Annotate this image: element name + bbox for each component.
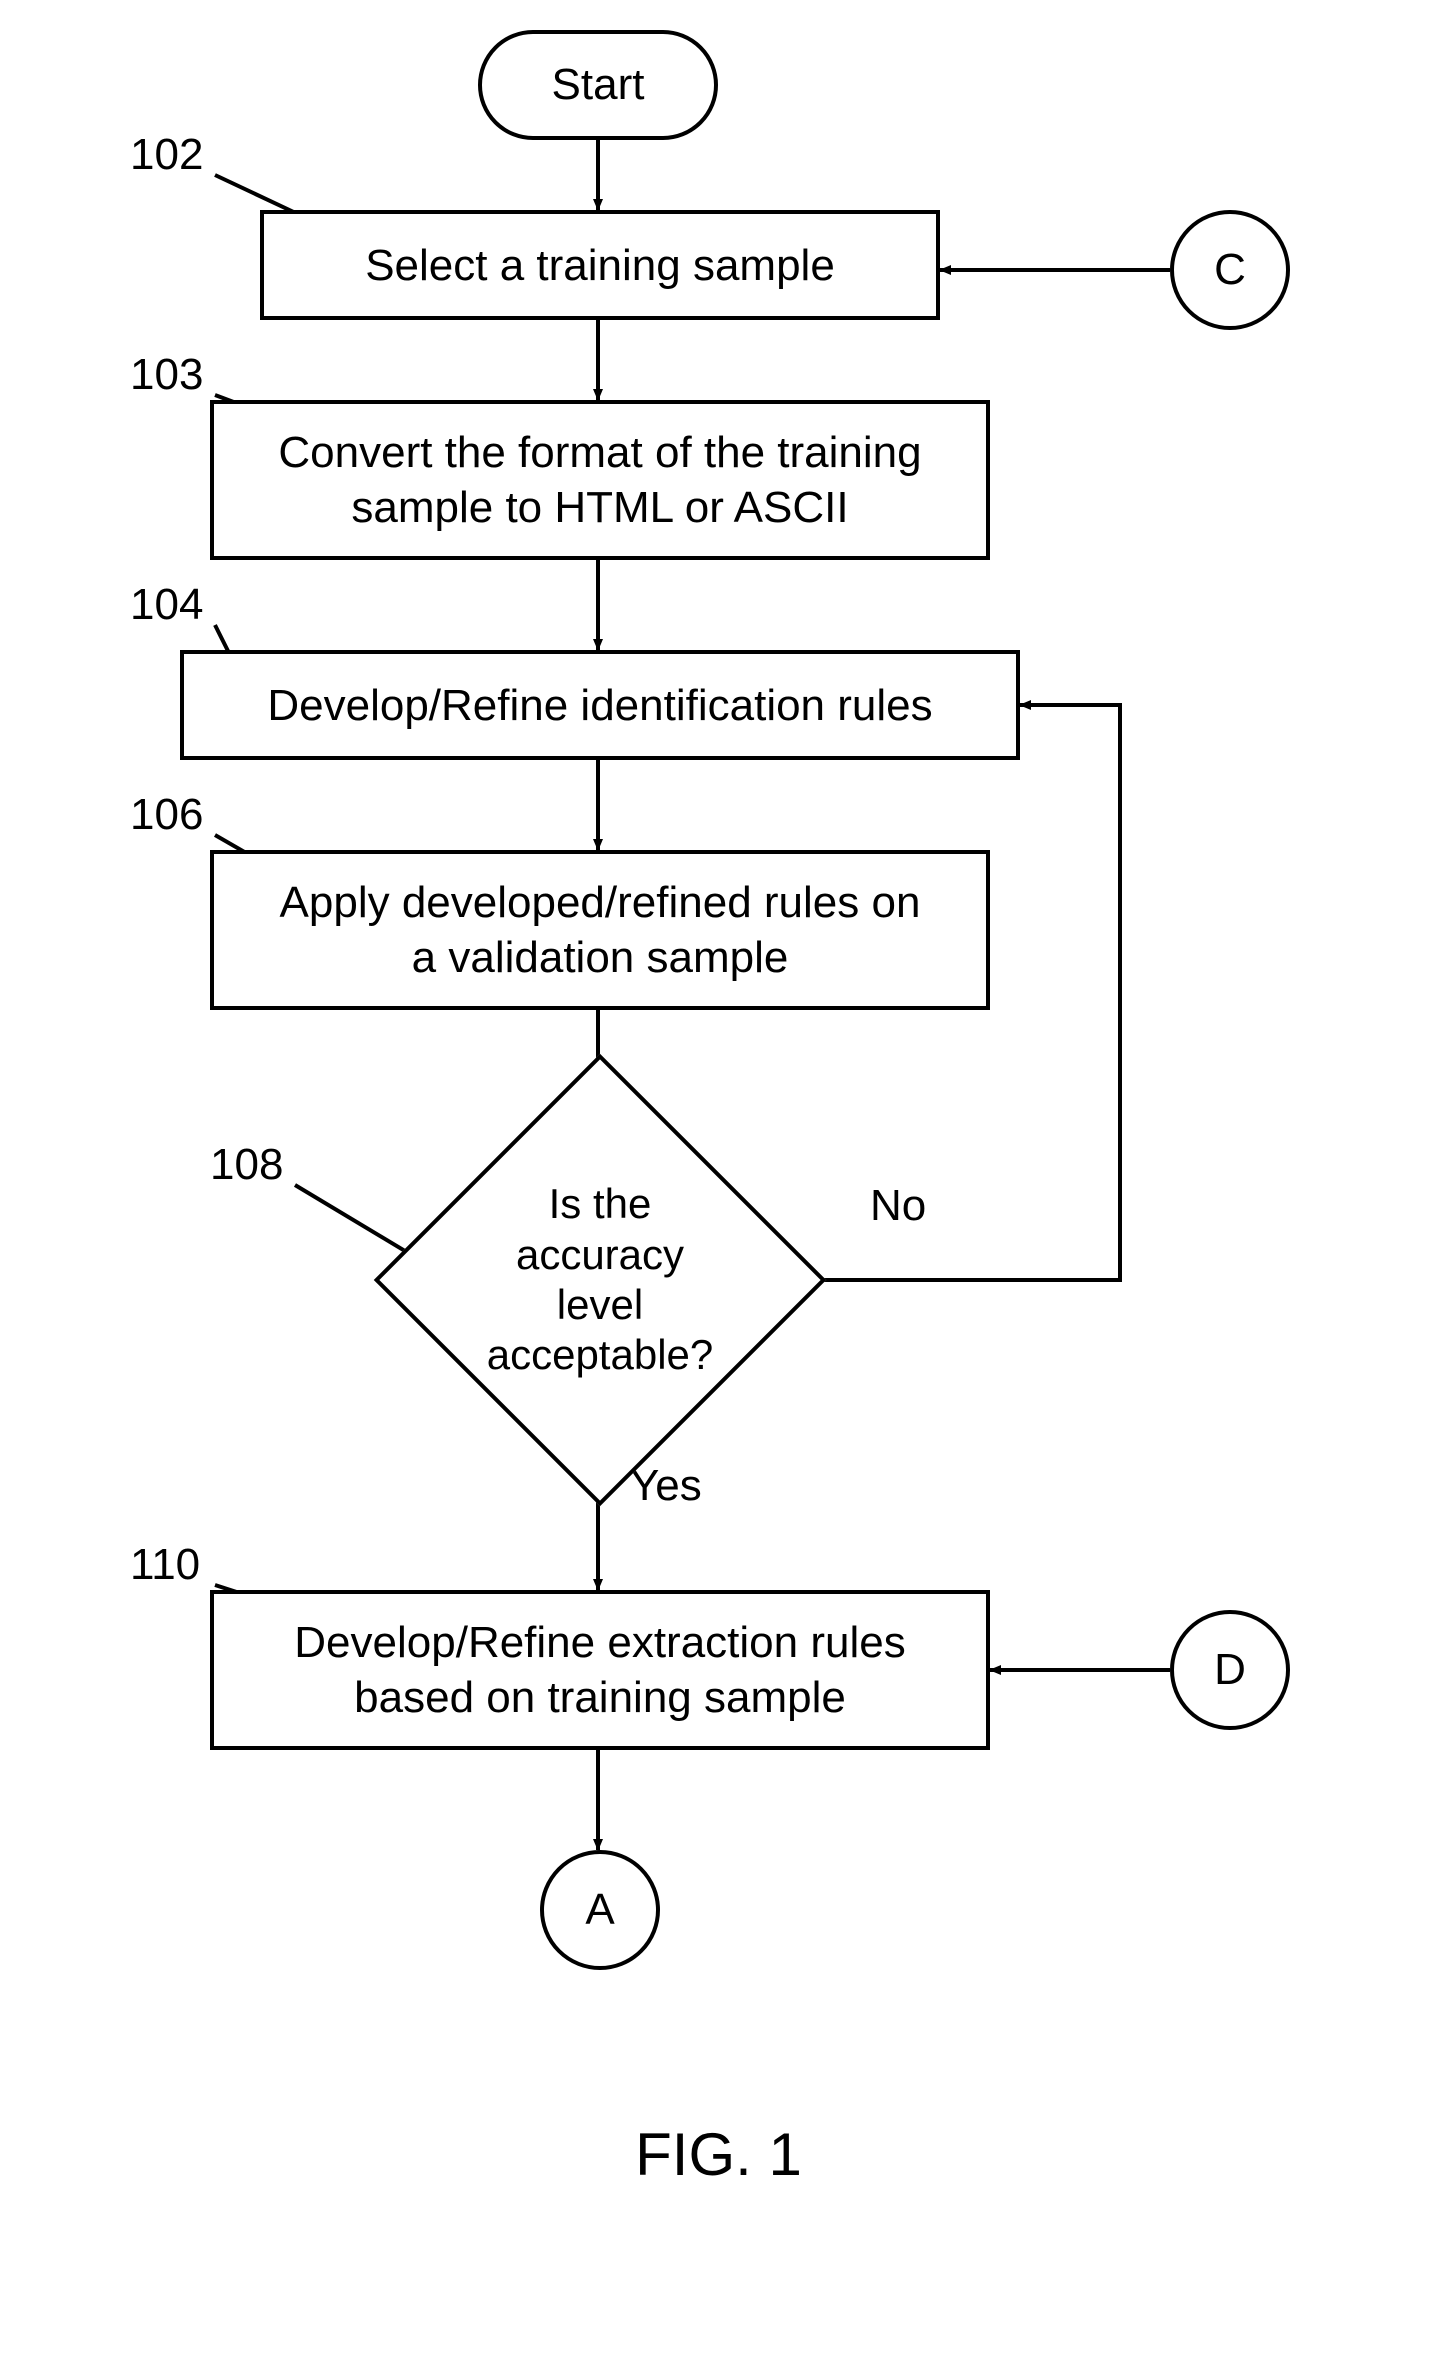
svg-text:Yes: Yes (630, 1461, 702, 1510)
process-102-label: Select a training sample (365, 238, 835, 293)
process-110-label: Develop/Refine extraction rulesbased on … (294, 1615, 905, 1725)
ref-104: 104 (130, 580, 203, 630)
connector-a-label: A (585, 1885, 614, 1935)
connector-d: D (1170, 1610, 1290, 1730)
process-103-label: Convert the format of the trainingsample… (278, 425, 921, 535)
process-110: Develop/Refine extraction rulesbased on … (210, 1590, 990, 1750)
process-106: Apply developed/refined rules ona valida… (210, 850, 990, 1010)
process-104-label: Develop/Refine identification rules (267, 678, 932, 733)
process-104: Develop/Refine identification rules (180, 650, 1020, 760)
svg-text:No: No (870, 1181, 926, 1230)
connector-a: A (540, 1850, 660, 1970)
process-103: Convert the format of the trainingsample… (210, 400, 990, 560)
ref-102: 102 (130, 130, 203, 180)
flowchart-canvas: No Yes Start Select a training sample 102… (0, 0, 1437, 2363)
start-terminator: Start (478, 30, 718, 140)
connector-d-label: D (1214, 1645, 1246, 1695)
ref-108: 108 (210, 1140, 283, 1190)
start-label: Start (552, 60, 645, 110)
process-106-label: Apply developed/refined rules ona valida… (280, 875, 921, 985)
decision-108-label: Is theaccuracy levelacceptable? (440, 1120, 760, 1440)
ref-110: 110 (130, 1540, 200, 1590)
ref-103: 103 (130, 350, 203, 400)
ref-106: 106 (130, 790, 203, 840)
connector-c: C (1170, 210, 1290, 330)
figure-label: FIG. 1 (0, 2120, 1437, 2189)
connector-c-label: C (1214, 245, 1246, 295)
decision-108: Is theaccuracy levelacceptable? (440, 1120, 760, 1440)
process-102: Select a training sample (260, 210, 940, 320)
